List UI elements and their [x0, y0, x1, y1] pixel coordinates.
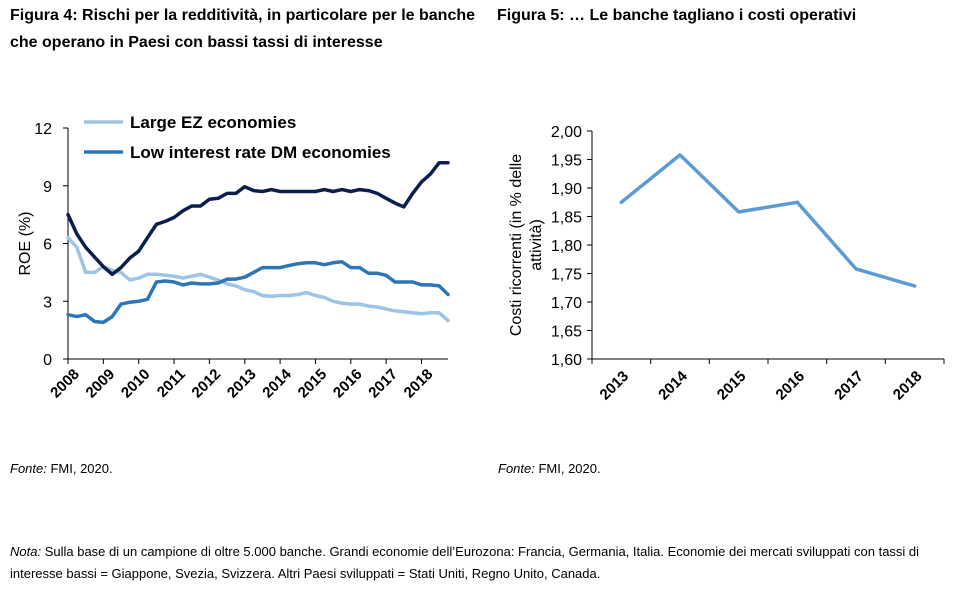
y-tick-label: 1,90: [551, 181, 582, 198]
y-tick-label: 1,60: [551, 352, 582, 369]
note-text: Sulla base di un campione di oltre 5.000…: [10, 544, 920, 581]
y-tick-label: 1,80: [551, 238, 582, 255]
legend-label-1: Large EZ economies: [130, 113, 296, 132]
y-tick-label: 0: [43, 352, 52, 369]
y-axis-title-line: attività): [528, 219, 545, 271]
y-tick-label: 1,85: [551, 210, 582, 227]
source-text: FMI, 2020.: [534, 461, 601, 476]
note-label: Nota:: [10, 544, 42, 559]
x-tick-label: 2014: [655, 367, 691, 403]
legend-label-2: Low interest rate DM economies: [130, 143, 391, 162]
series-line-3: [66, 160, 450, 277]
series-line-2: [66, 260, 450, 325]
figure5-source: Fonte: FMI, 2020.: [498, 461, 601, 476]
x-tick-label: 2015: [714, 368, 750, 404]
y-tick-label: 1,65: [551, 324, 582, 341]
y-tick-label: 6: [43, 237, 52, 254]
y-tick-label: 1,75: [551, 267, 582, 284]
costs-line-chart: 1,60 1,65 1,70 1,75 1,80 1,85 1,90 1,95 2,00 2013…: [508, 124, 945, 404]
y-tick-label: 1,95: [551, 153, 582, 170]
y-tick-label: 1,70: [551, 295, 582, 312]
y-axis-title: ROE (%): [17, 212, 34, 276]
y-tick-label: 12: [34, 121, 52, 138]
y-tick-label: 9: [43, 179, 52, 196]
y-tick-label: 3: [43, 294, 52, 311]
x-tick-label: 2018: [890, 368, 926, 404]
series-line-costs: [619, 153, 917, 288]
y-tick-label: 2,00: [551, 124, 582, 141]
x-tick-label: 2016: [773, 368, 809, 404]
source-label: Fonte:: [10, 461, 47, 476]
y-axis-title-line: Costi ricorrenti (in % delle: [508, 154, 525, 336]
figure5-title: Figura 5: … Le banche tagliano i costi o…: [497, 7, 857, 24]
source-label: Fonte:: [498, 461, 535, 476]
footnote: Nota: Sulla base di un campione di oltre…: [10, 541, 950, 585]
x-tick-label: 2013: [597, 368, 633, 404]
y-axis-title: Costi ricorrenti (in % delle attività): [508, 154, 545, 336]
figure4-source: Fonte: FMI, 2020.: [10, 461, 113, 476]
source-text: FMI, 2020.: [46, 461, 113, 476]
figure4-title: Figura 4: Rischi per la redditività, in …: [10, 7, 476, 51]
series-line-1: [66, 235, 450, 323]
x-tick-label: 2017: [831, 368, 867, 404]
